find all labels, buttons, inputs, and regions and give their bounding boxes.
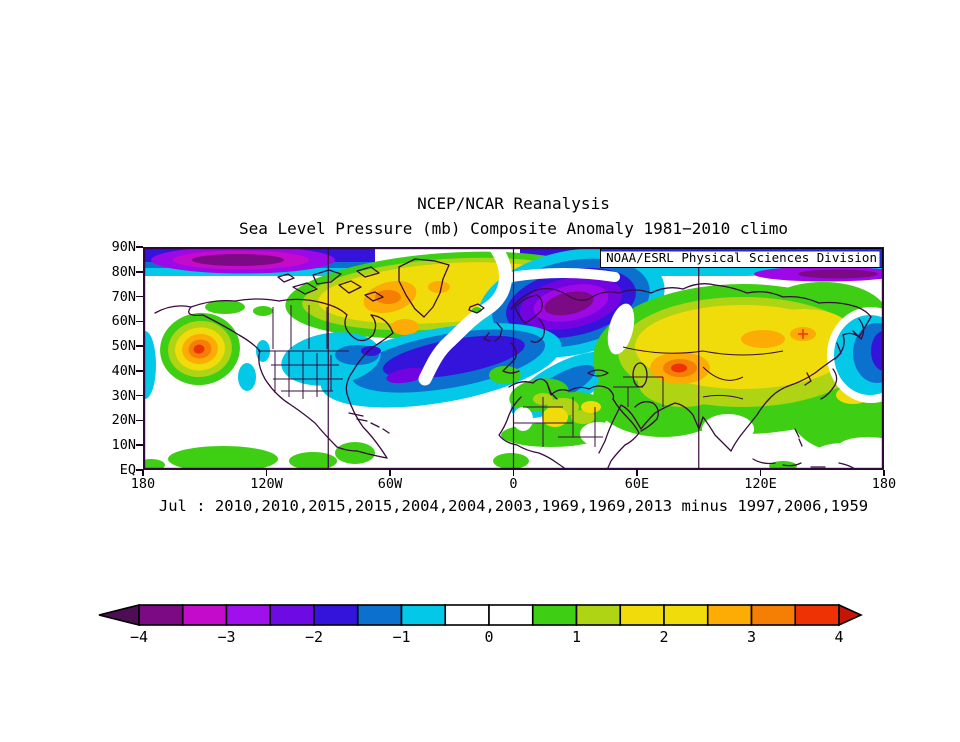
lon-tick-mark (759, 470, 762, 476)
colorbar-tick-label: −4 (129, 628, 149, 646)
lat-tick-label: 90N (111, 239, 136, 255)
colorbar-tick-label: 1 (571, 628, 582, 646)
credit-text: NOAA/ESRL Physical Sciences Division (606, 250, 877, 265)
lon-tick-label: 0 (509, 476, 518, 492)
lon-tick-mark (512, 470, 515, 476)
lon-tick-label: 60E (624, 476, 650, 492)
lon-tick-label: 120E (744, 476, 777, 492)
lat-tick-label: 30N (111, 387, 136, 404)
lat-tick-mark (136, 270, 143, 273)
colorbar-tick-label: 0 (484, 628, 494, 646)
lat-tick-label: 80N (111, 263, 136, 280)
lat-tick-mark (136, 320, 143, 323)
anomaly-map-svg (143, 247, 884, 470)
lat-tick-label: EQ (119, 462, 136, 478)
lat-tick-label: 10N (111, 437, 136, 454)
anomaly-map: NOAA/ESRL Physical Sciences Division (143, 247, 884, 470)
lat-tick-mark (136, 345, 143, 347)
lat-tick-label: 20N (111, 412, 136, 429)
lon-tick-mark (265, 470, 268, 476)
lat-tick-mark (136, 469, 143, 471)
lon-tick-mark (142, 470, 144, 476)
lon-tick-mark (389, 470, 391, 476)
credit-box: NOAA/ESRL Physical Sciences Division (600, 248, 883, 268)
colorbar-tick-label: −1 (392, 628, 411, 646)
colorbar-tick-label: 3 (746, 628, 757, 646)
lat-tick-mark (136, 394, 143, 397)
lon-tick-mark (636, 470, 638, 476)
lat-tick-label: 70N (111, 288, 136, 305)
colorbar-tick-label: 2 (659, 628, 669, 646)
lon-tick-label: 120W (250, 476, 283, 492)
colorbar: −4 −3 −2 −1 0 1 2 3 4 (97, 603, 863, 653)
colorbar-tick-label: −3 (217, 628, 236, 646)
lat-tick-mark (136, 444, 143, 447)
lon-tick-mark (883, 470, 885, 476)
colorbar-svg (98, 603, 863, 627)
lat-tick-label: 60N (111, 313, 136, 330)
colorbar-tick-label: −2 (304, 628, 324, 646)
lat-tick-mark (136, 370, 143, 372)
plot-title-line1: NCEP/NCAR Reanalysis (417, 194, 610, 213)
plot-title-line2: Sea Level Pressure (mb) Composite Anomal… (238, 219, 789, 238)
plot-title-block: NCEP/NCAR Reanalysis Sea Level Pressure … (143, 191, 884, 241)
lat-tick-mark (136, 246, 143, 248)
lon-tick-label: 180 (871, 476, 897, 492)
composite-caption: Jul : 2010,2010,2015,2015,2004,2004,2003… (158, 497, 869, 515)
lon-tick-label: 180 (130, 476, 156, 492)
lon-tick-label: 60W (377, 476, 403, 492)
lat-tick-label: 40N (111, 362, 136, 379)
colorbar-tick-label: 4 (834, 628, 844, 646)
lat-tick-mark (136, 295, 143, 298)
lat-tick-label: 50N (111, 338, 136, 355)
lat-tick-mark (136, 419, 143, 422)
